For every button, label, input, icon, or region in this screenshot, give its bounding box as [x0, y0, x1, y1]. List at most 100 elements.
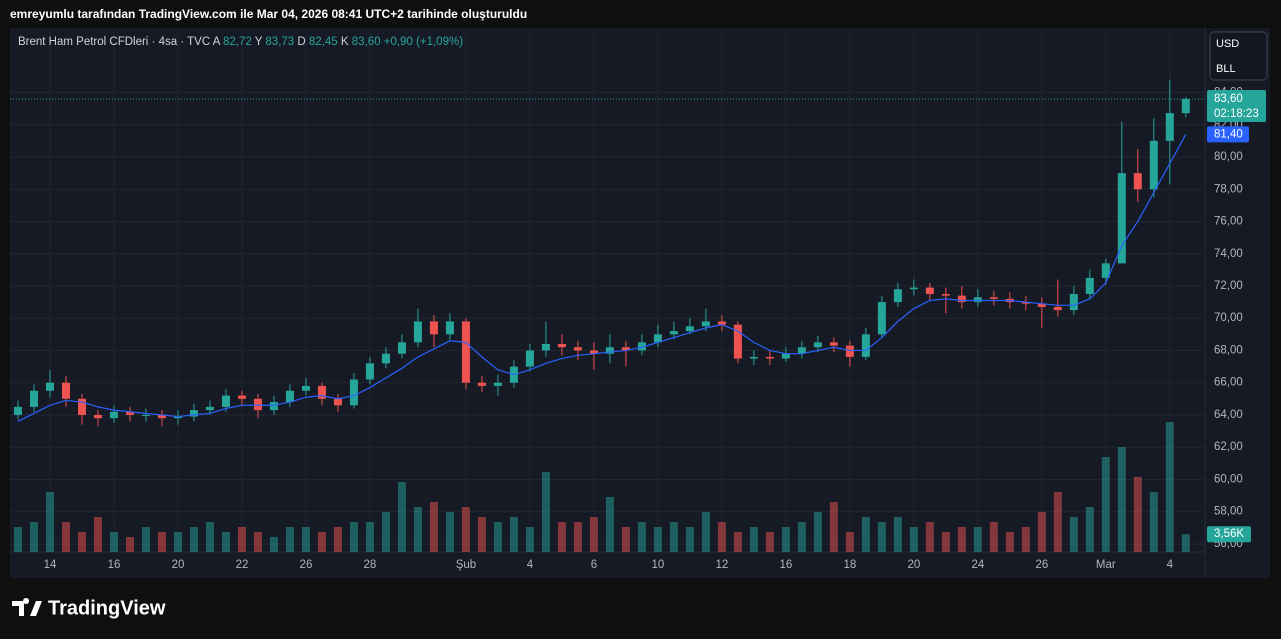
x-tick-label: 16 [108, 559, 121, 571]
volume-bar [1053, 492, 1062, 552]
x-tick-label: 28 [364, 559, 377, 571]
candle-body [29, 390, 38, 407]
currency-box[interactable] [1209, 31, 1268, 81]
volume-bar [957, 527, 966, 552]
volume-bar [205, 522, 214, 552]
volume-bar [765, 532, 774, 552]
y-tick-label: 62,00 [1214, 441, 1243, 453]
volume-bar [429, 502, 438, 552]
candle-body [445, 321, 454, 335]
volume-bar [461, 507, 470, 552]
candle-body [45, 382, 54, 391]
candle-body [285, 390, 294, 403]
x-tick-label: 14 [44, 559, 57, 571]
candle-body [685, 326, 694, 332]
header-value: 83,73 [265, 36, 294, 48]
x-tick-label: 26 [1035, 559, 1048, 571]
candle-body [829, 342, 838, 346]
volume-bar [653, 527, 662, 552]
y-tick-label: 70,00 [1214, 312, 1243, 324]
x-tick-label: 4 [527, 559, 534, 571]
candle-body [589, 350, 598, 354]
volume-bar [509, 517, 518, 552]
volume-bar [1101, 457, 1110, 552]
volume-bar [813, 512, 822, 552]
y-tick-label: 68,00 [1214, 344, 1243, 356]
volume-bar [237, 527, 246, 552]
volume-bar [173, 532, 182, 552]
volume-bar [717, 522, 726, 552]
candle-body [573, 347, 582, 351]
volume-bar [621, 527, 630, 552]
volume-bar [525, 527, 534, 552]
candle-body [621, 347, 630, 351]
volume-bar [29, 522, 38, 552]
logo: TradingView [12, 597, 166, 619]
x-tick-label: 20 [907, 559, 920, 571]
volume-bar [1085, 507, 1094, 552]
volume-bar [109, 532, 118, 552]
volume-bar [413, 507, 422, 552]
last-price-label: 83,60 [1214, 93, 1243, 105]
grid [10, 28, 1205, 552]
volume-bar [285, 527, 294, 552]
candle-body [541, 344, 550, 351]
volume-bar [1021, 527, 1030, 552]
candle-body [893, 289, 902, 303]
volume-bar [1149, 492, 1158, 552]
candle-body [141, 414, 150, 416]
candle-body [429, 321, 438, 335]
volume-bar [77, 532, 86, 552]
volume-bar [349, 522, 358, 552]
candle-body [381, 353, 390, 364]
candle-body [909, 287, 918, 290]
legend-header: Brent Ham Petrol CFDleri · 4sa · TVC A 8… [18, 36, 463, 48]
y-tick-label: 60,00 [1214, 473, 1243, 485]
candle-body [765, 356, 774, 359]
volume-bar [397, 482, 406, 552]
candle-body [1181, 98, 1190, 114]
ma-label: 81,40 [1214, 128, 1243, 140]
candle-body [861, 334, 870, 357]
candle-body [109, 411, 118, 419]
volume-bar [941, 532, 950, 552]
volume-bar [157, 532, 166, 552]
candle-body [189, 410, 198, 417]
candle-body [61, 382, 70, 399]
candle-body [957, 295, 966, 303]
candle-body [1117, 173, 1126, 264]
volume-bar [253, 532, 262, 552]
candle-body [845, 345, 854, 357]
candle-body [317, 385, 326, 399]
candle-body [253, 398, 262, 411]
header-key: D [297, 36, 305, 48]
header-value: 83,60 [352, 36, 381, 48]
candle-body [925, 287, 934, 295]
volume-bar [781, 527, 790, 552]
candle-body [493, 382, 502, 386]
candle-body [1053, 306, 1062, 311]
x-tick-label: Şub [456, 559, 476, 571]
candle-layer [10, 79, 1205, 427]
volume-bar [221, 532, 230, 552]
moving-average [17, 134, 1187, 422]
candle-body [733, 324, 742, 359]
y-tick-label: 64,00 [1214, 409, 1243, 421]
header-key: Y [255, 36, 263, 48]
candle-body [397, 342, 406, 354]
candle-body [93, 414, 102, 419]
candle-body [173, 416, 182, 419]
candle-body [525, 350, 534, 367]
candle-body [477, 382, 486, 386]
x-tick-label: 20 [172, 559, 185, 571]
symbol: Brent Ham Petrol CFDleri · 4sa · TVC [18, 36, 210, 48]
volume-label: 3,56K [1214, 528, 1244, 540]
candle-body [221, 395, 230, 407]
volume-bar [125, 537, 134, 552]
volume-bar [1069, 517, 1078, 552]
volume-bar [189, 527, 198, 552]
candle-body [205, 406, 214, 411]
candle-body [605, 347, 614, 354]
candle-body [1165, 113, 1174, 141]
